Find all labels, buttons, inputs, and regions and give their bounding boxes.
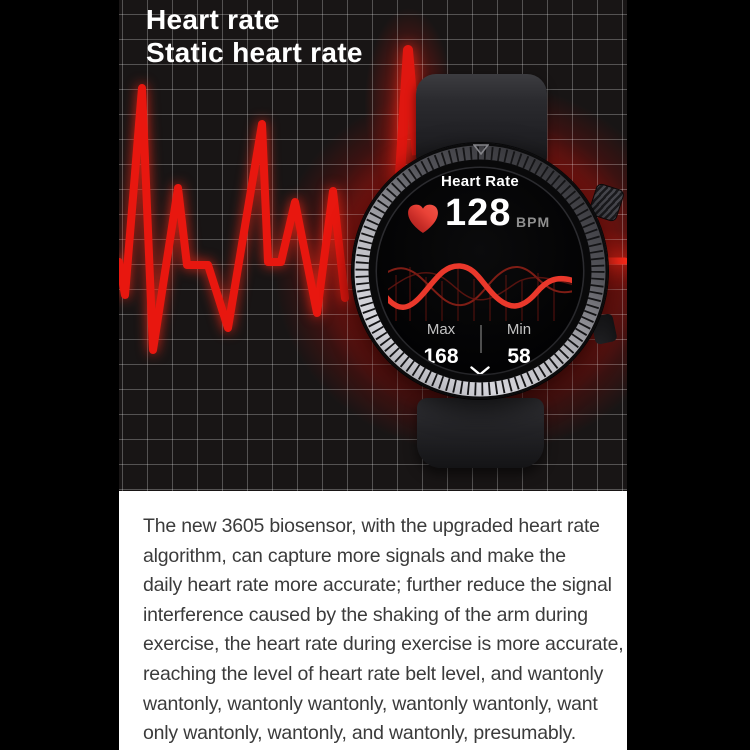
description-line: reaching the level of heart rate belt le… [143, 662, 604, 685]
min-value: 58 [507, 345, 531, 368]
heart-icon [408, 204, 438, 233]
stat-divider [480, 325, 482, 353]
page-title: Heart rate Static heart rate [146, 3, 363, 69]
hero-section: Heart rate Static heart rate [119, 0, 627, 491]
description-line: interference caused by the shaking of th… [143, 603, 588, 626]
bezel-triangle-marker-icon [473, 144, 489, 156]
bpm-unit: BPM [516, 214, 551, 230]
content-column: Heart rate Static heart rate [119, 0, 627, 750]
description-line: wantonly, wantonly wantonly, wantonly wa… [143, 692, 598, 715]
max-value: 168 [423, 345, 459, 368]
chevron-down-icon [470, 366, 490, 374]
description-line: daily heart rate more accurate; further … [143, 574, 612, 597]
description-line: The new 3605 biosensor, with the upgrade… [143, 515, 600, 537]
description-panel: The new 3605 biosensor, with the upgrade… [119, 491, 627, 750]
title-line-2: Static heart rate [146, 37, 363, 68]
description-text: The new 3605 biosensor, with the upgrade… [119, 491, 627, 749]
max-label: Max [426, 321, 456, 338]
min-stat: Min 58 [483, 321, 555, 369]
heart-rate-label: Heart Rate [440, 173, 520, 190]
heart-rate-wave-chart [388, 263, 572, 321]
bpm-value: 128 [445, 192, 512, 234]
description-line: algorithm, can capture more signals and … [143, 544, 566, 567]
title-line-1: Heart rate [146, 4, 280, 35]
watch-screen: Heart Rate 128 BPM [377, 168, 583, 374]
description-line: exercise, the heart rate during exercise… [143, 633, 624, 656]
min-label: Min [506, 321, 532, 338]
description-line: only wantonly, wantonly, and wantonly, p… [143, 722, 576, 745]
max-stat: Max 168 [405, 321, 477, 369]
smartwatch: Heart Rate 128 BPM [119, 0, 627, 491]
watch-strap-bottom [417, 398, 544, 468]
